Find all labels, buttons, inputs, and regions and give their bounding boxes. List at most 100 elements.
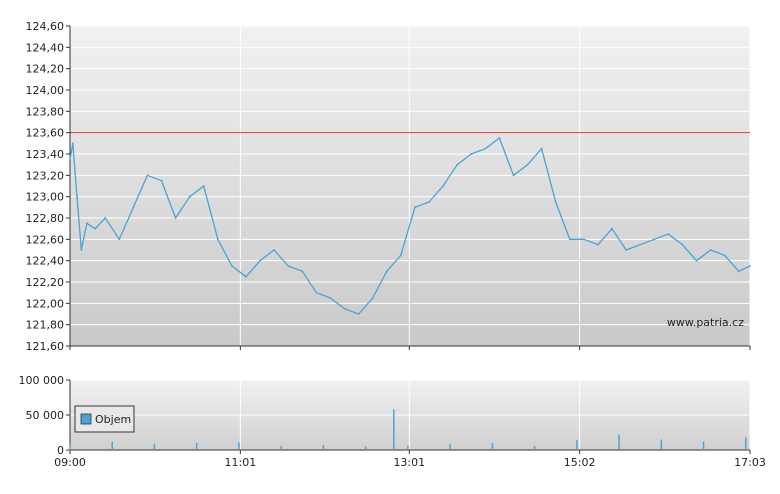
price-point [174,217,177,219]
y-tick-label: 122,60 [26,233,65,246]
price-point [301,270,304,273]
price-point [343,307,346,310]
y-tick-label: 122,40 [26,255,65,268]
price-point [749,265,751,267]
price-point [737,270,740,273]
price-point [273,249,276,251]
price-point [667,233,670,235]
volume-bar [533,445,536,450]
plot-background [70,26,750,346]
price-point [653,238,656,241]
volume-bar [364,446,367,450]
volume-bar [660,439,663,450]
price-point [259,259,261,262]
price-point [85,222,88,225]
y-tick-label: 124,20 [26,63,65,76]
volume-bar [449,444,451,450]
volume-chart: 100 000 50 000 009:00 11:01 13:01 15:02 17:03 O… [19,374,766,469]
price-point [554,201,557,203]
price-point [625,249,628,251]
y-tick-label: 122,00 [26,297,65,310]
y-tick-label: 123,60 [26,127,65,140]
y-tick-label: 123,80 [26,105,65,118]
price-point [540,147,543,150]
price-point [357,313,360,315]
y-tick-label: 123,20 [26,169,65,182]
volume-y-tick-label: 50 000 [26,409,65,422]
price-point [709,249,712,251]
volume-bar [491,443,494,450]
price-point [414,206,416,209]
y-tick-label: 121,60 [26,340,65,353]
x-tick-label: 11:01 [225,456,257,469]
price-point [315,291,318,294]
price-point [582,238,585,241]
legend-label: Objem [95,413,131,426]
volume-bar [745,437,747,450]
price-point [399,254,402,257]
volume-bar [618,434,620,450]
price-point [568,238,571,241]
price-point [76,195,78,198]
price-point [428,201,430,203]
price-point [188,195,191,198]
x-tick-label: 17:03 [734,456,766,469]
price-point [146,174,149,177]
price-point [526,163,529,166]
volume-bar [322,445,325,450]
price-point [456,163,459,166]
price-point [484,147,487,150]
price-point [287,265,290,267]
price-point [639,243,642,246]
price-chart: 124,60 124,40 124,20 124,00 123,80 123,60 123,… [26,20,751,353]
price-point [104,217,107,219]
volume-bar [153,443,156,450]
price-point [329,297,332,299]
x-tick-label: 13:01 [393,456,425,469]
price-point [160,179,163,182]
price-point [132,206,135,209]
price-point [71,142,74,145]
price-point [597,243,599,246]
volume-y-tick-label: 100 000 [19,374,65,387]
watermark: www.patria.cz [667,316,744,329]
volume-bar [393,409,395,450]
price-point [681,243,684,246]
volume-bar [280,445,282,450]
price-point [202,185,205,187]
price-point [470,153,473,155]
price-point [69,158,71,161]
price-point [216,238,219,241]
x-tick-label: 15:02 [564,456,596,469]
volume-bar [576,440,578,450]
y-tick-label: 121,80 [26,319,65,332]
price-point [118,238,121,241]
y-tick-label: 124,00 [26,84,65,97]
volume-y-tick-label: 0 [57,444,64,457]
price-point [442,185,444,187]
price-point [385,270,388,273]
x-tick-label: 09:00 [54,456,86,469]
price-point [512,174,515,177]
price-point [231,265,233,267]
volume-bar [407,445,409,450]
price-point [695,259,698,262]
volume-bar [111,441,113,450]
legend-swatch [80,413,92,425]
y-tick-label: 124,40 [26,41,65,54]
price-point [94,227,97,230]
price-point [723,254,726,257]
price-point [498,137,501,139]
price-point [245,275,247,278]
volume-bar [702,441,705,450]
volume-bar [238,442,240,450]
price-point [611,227,613,230]
y-tick-label: 123,00 [26,191,65,204]
y-tick-label: 123,40 [26,148,65,161]
price-point [80,249,83,251]
volume-bar [195,443,198,450]
price-point [371,297,374,299]
y-tick-label: 122,20 [26,276,65,289]
